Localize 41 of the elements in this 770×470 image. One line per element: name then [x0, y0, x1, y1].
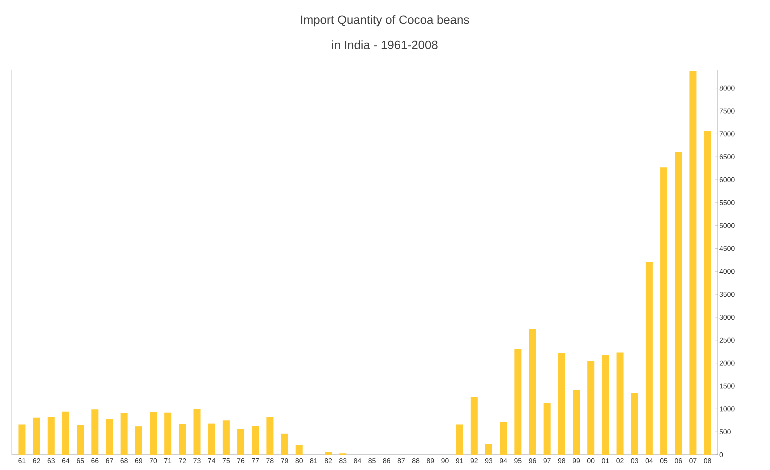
bar: [106, 419, 114, 455]
bar: [544, 403, 551, 455]
bar: [588, 361, 595, 455]
bar: [296, 445, 303, 455]
bar: [470, 397, 478, 455]
bar: [120, 413, 128, 455]
bar: [164, 412, 172, 455]
bar: [602, 356, 610, 455]
bar: [325, 452, 332, 455]
bar: [281, 434, 288, 455]
bar: [150, 412, 157, 455]
bar: [690, 71, 697, 455]
bar: [48, 416, 55, 455]
bar: [660, 168, 668, 455]
bar: [135, 426, 142, 455]
bar: [92, 410, 99, 455]
chart-title: Import Quantity of Cocoa beans: [301, 15, 470, 27]
bar: [631, 393, 638, 455]
bar: [616, 352, 624, 455]
bar: [62, 412, 70, 455]
bar: [704, 131, 712, 455]
bar: [194, 409, 201, 455]
chart-subtitle: in India - 1961-2008: [332, 40, 438, 50]
bar: [529, 329, 536, 455]
bar: [222, 420, 230, 455]
bar: [456, 424, 464, 455]
bar: [675, 152, 682, 455]
bar: [238, 429, 245, 455]
bar: [573, 390, 580, 455]
bar: [266, 416, 274, 455]
bar: [179, 424, 186, 455]
bar: [485, 444, 492, 455]
bar: [33, 418, 40, 455]
bar: [558, 353, 566, 455]
bar: [514, 349, 522, 455]
bar: [77, 425, 84, 455]
bar: [18, 424, 26, 455]
bar: [252, 426, 260, 455]
bar: [646, 262, 653, 455]
bar: [500, 422, 508, 455]
bar: [208, 424, 216, 455]
